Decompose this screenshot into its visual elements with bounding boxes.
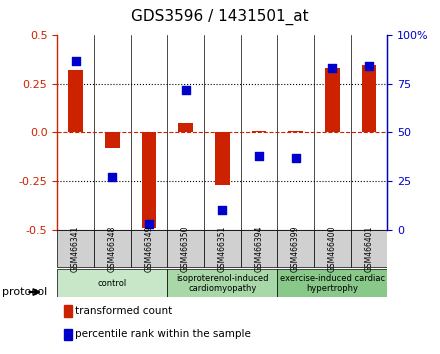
Bar (105, 132, 120, 148)
Bar (178, 123, 193, 132)
Point (145, 221, 152, 227)
Point (219, 207, 226, 213)
FancyBboxPatch shape (277, 269, 387, 297)
FancyBboxPatch shape (314, 229, 351, 267)
Bar (68, 70, 83, 132)
FancyBboxPatch shape (57, 229, 94, 267)
Bar (64, 305, 72, 317)
Text: GSM466341: GSM466341 (71, 225, 80, 272)
Text: transformed count: transformed count (75, 306, 172, 316)
Point (365, 64, 372, 69)
FancyBboxPatch shape (204, 229, 241, 267)
Text: protocol: protocol (2, 287, 48, 297)
Bar (64, 329, 72, 340)
Point (255, 153, 262, 159)
FancyBboxPatch shape (167, 269, 277, 297)
FancyBboxPatch shape (277, 229, 314, 267)
FancyBboxPatch shape (241, 229, 277, 267)
Point (72, 58, 79, 63)
Text: isoproterenol-induced
cardiomyopathy: isoproterenol-induced cardiomyopathy (176, 274, 268, 293)
Bar (325, 68, 340, 132)
Bar (362, 64, 376, 132)
Point (292, 155, 299, 160)
Text: GSM466394: GSM466394 (254, 225, 264, 272)
Text: GSM466401: GSM466401 (364, 225, 374, 272)
FancyBboxPatch shape (131, 229, 167, 267)
Text: GDS3596 / 1431501_at: GDS3596 / 1431501_at (131, 8, 309, 25)
Point (329, 65, 336, 71)
FancyBboxPatch shape (57, 269, 167, 297)
Bar (252, 131, 266, 132)
Text: percentile rank within the sample: percentile rank within the sample (75, 329, 251, 339)
Bar (215, 132, 230, 185)
FancyBboxPatch shape (351, 229, 387, 267)
Text: GSM466351: GSM466351 (218, 225, 227, 272)
Bar (288, 131, 303, 132)
Text: exercise-induced cardiac
hypertrophy: exercise-induced cardiac hypertrophy (280, 274, 385, 293)
Text: control: control (98, 279, 127, 288)
Point (182, 87, 189, 93)
FancyBboxPatch shape (167, 229, 204, 267)
Text: GSM466348: GSM466348 (108, 225, 117, 272)
Text: GSM466349: GSM466349 (144, 225, 154, 272)
Point (109, 174, 116, 180)
Text: GSM466400: GSM466400 (328, 225, 337, 272)
Bar (142, 132, 156, 228)
FancyBboxPatch shape (94, 229, 131, 267)
Text: GSM466350: GSM466350 (181, 225, 190, 272)
Text: GSM466399: GSM466399 (291, 225, 300, 272)
